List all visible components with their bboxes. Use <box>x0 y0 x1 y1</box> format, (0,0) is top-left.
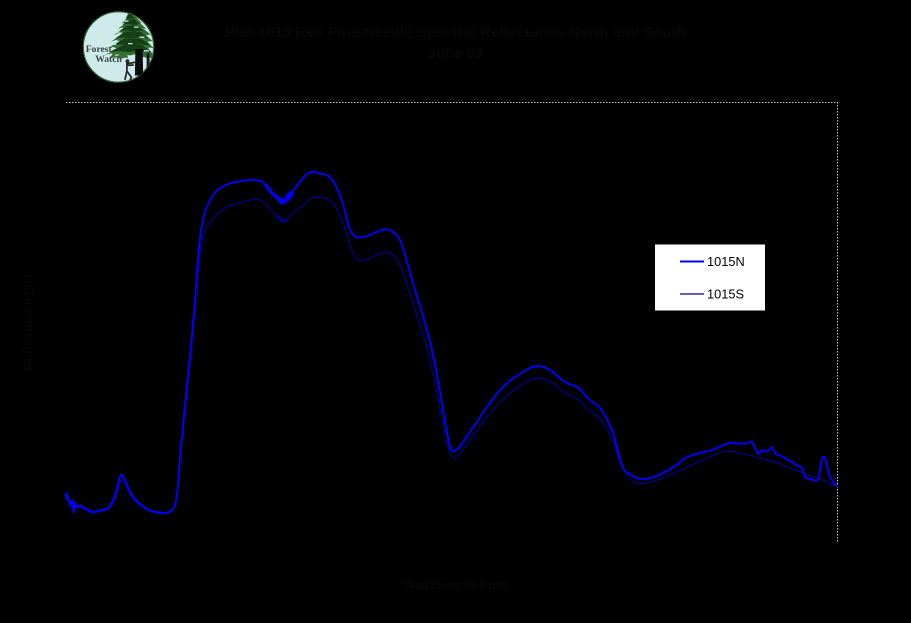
svg-text:Watch: Watch <box>95 54 122 65</box>
svg-text:1015N: 1015N <box>707 254 745 269</box>
svg-text:1015S: 1015S <box>707 287 744 302</box>
svg-text:Forest: Forest <box>86 44 113 55</box>
